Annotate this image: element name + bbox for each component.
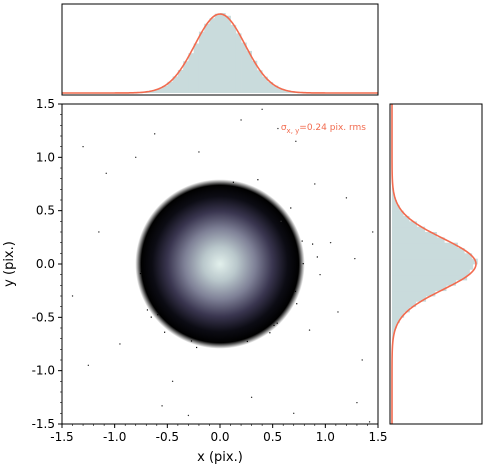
y-tick-label: 0.0 <box>36 257 55 271</box>
outlier-point <box>309 329 310 330</box>
outlier-point <box>98 231 99 232</box>
outlier-point <box>277 128 278 129</box>
y-tick-label: 1.5 <box>36 97 55 111</box>
outlier-point <box>372 231 373 232</box>
x-tick-label: 0.0 <box>210 430 229 444</box>
x-hist-bar <box>220 13 226 93</box>
y-hist-bar <box>392 248 465 254</box>
outlier-point <box>314 183 315 184</box>
x-hist-bar <box>183 61 189 93</box>
outlier-point <box>354 258 355 259</box>
y-hist-bar <box>392 264 473 270</box>
x-tick-label: -0.5 <box>156 430 179 444</box>
y-hist-bar <box>392 291 435 297</box>
y-hist-bar <box>392 280 456 286</box>
x-tick-label: -1.0 <box>103 430 126 444</box>
scatter-point <box>312 243 313 244</box>
x-axis-label: x (pix.) <box>197 450 243 465</box>
sigma-annotation: σx, y=0.24 pix. rms <box>281 123 366 135</box>
x-tick-label: 0.5 <box>263 430 282 444</box>
x-hist-bar <box>199 32 205 93</box>
outlier-point <box>356 402 357 403</box>
outlier-point <box>240 119 241 120</box>
outlier-point <box>198 151 199 152</box>
scatter-point <box>302 240 303 241</box>
y-tick-label: -1.0 <box>32 364 55 378</box>
outlier-point <box>295 141 296 142</box>
x-hist-bar <box>188 53 194 93</box>
outlier-point <box>135 157 136 158</box>
outlier-point <box>161 405 162 406</box>
outlier-point <box>261 109 262 110</box>
outlier-point <box>293 413 294 414</box>
scatter-density-plot: -1.5 -1.0 -0.5 0.0 0.5 1.0 1.5 -1.5 -1.0 -0.5 0.0… <box>2 97 388 465</box>
scatter-point <box>164 332 165 333</box>
outlier-point <box>172 381 173 382</box>
scatter-point <box>147 309 148 310</box>
y-hist-bar <box>392 253 472 259</box>
y-axis-ticks: -1.5 -1.0 -0.5 0.0 0.5 1.0 1.5 <box>32 97 62 431</box>
y-axis-label: y (pix.) <box>2 241 17 287</box>
outlier-point <box>369 421 370 422</box>
outlier-point <box>319 274 320 275</box>
x-tick-label: 1.5 <box>368 430 387 444</box>
scatter-point <box>290 207 291 208</box>
y-hist-bar <box>392 275 467 281</box>
y-tick-label: -1.5 <box>32 417 55 431</box>
y-tick-label: 1.0 <box>36 150 55 164</box>
x-hist-bar <box>236 33 242 93</box>
y-hist-bar <box>392 237 445 243</box>
scatter-point <box>257 179 258 180</box>
x-hist-bar <box>231 25 237 93</box>
scatter-point <box>317 256 318 257</box>
outlier-point <box>88 365 89 366</box>
outlier-point <box>337 311 338 312</box>
y-hist-bar <box>392 285 446 291</box>
scatter-point <box>296 303 297 304</box>
y-hist-bar <box>392 259 478 265</box>
y-tick-label: 0.5 <box>36 204 55 218</box>
outlier-point <box>106 173 107 174</box>
x-hist-bar <box>194 43 200 93</box>
outlier-point <box>72 295 73 296</box>
y-tick-label: -0.5 <box>32 310 55 324</box>
outlier-point <box>154 133 155 134</box>
outlier-point <box>346 197 347 198</box>
y-marginal-histogram <box>390 104 482 424</box>
scatter-point <box>151 317 152 318</box>
scatter-point <box>196 347 197 348</box>
x-tick-label: 1.0 <box>316 430 335 444</box>
x-hist-bar <box>241 43 247 93</box>
x-axis-ticks: -1.5 -1.0 -0.5 0.0 0.5 1.0 1.5 <box>50 424 387 444</box>
x-hist-bar <box>215 14 221 93</box>
x-hist-bar <box>225 16 231 93</box>
x-marginal-histogram <box>62 4 378 95</box>
x-hist-bar <box>204 24 210 93</box>
outlier-point <box>82 146 83 147</box>
y-hist-bar <box>392 243 458 249</box>
y-hist-bar <box>392 232 437 238</box>
x-tick-label: -1.5 <box>50 430 73 444</box>
outlier-point <box>119 343 120 344</box>
x-hist-bar <box>209 18 215 93</box>
density-core <box>135 179 304 348</box>
outlier-point <box>362 359 363 360</box>
y-hist-bar <box>392 227 425 233</box>
outlier-point <box>251 397 252 398</box>
outlier-point <box>188 415 189 416</box>
y-hist-bar <box>392 269 470 275</box>
outlier-point <box>280 221 281 222</box>
outlier-point <box>330 242 331 243</box>
